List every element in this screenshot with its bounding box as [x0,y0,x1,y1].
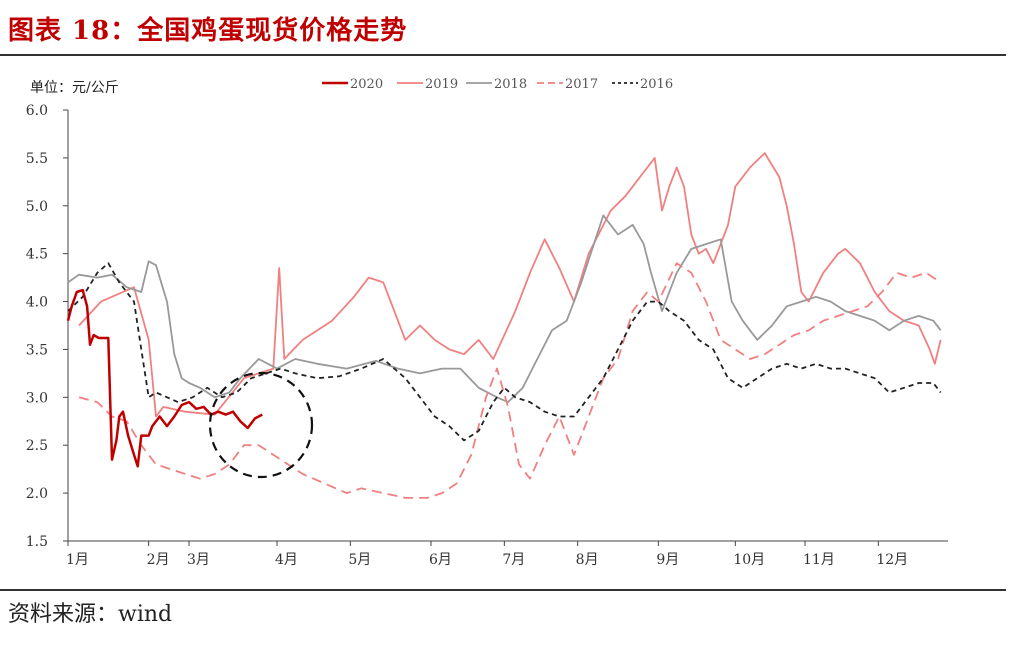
unit-label: 单位：元/公斤 [30,80,119,96]
y-tick-label: 6.0 [26,103,48,119]
x-tick-label: 3月 [187,552,210,568]
y-tick-label: 5.5 [26,151,48,167]
x-tick-label: 9月 [656,552,679,568]
title-divider [0,54,1006,56]
y-tick-label: 2.0 [26,486,48,502]
x-tick-label: 8月 [576,552,599,568]
legend-label-2016: 2016 [640,77,673,92]
x-tick-label: 10月 [733,552,765,568]
y-tick-label: 3.0 [26,390,48,406]
y-tick-label: 3.5 [26,342,48,358]
x-tick-label: 7月 [502,552,525,568]
egg-price-line-chart: 单位：元/公斤 2020 2019 2018 2017 2016 6.0 5.5 5.0 4.… [26,77,948,568]
source-note: 资料来源：wind [8,602,173,627]
series-line-2019 [78,152,942,418]
y-tick-label: 4.0 [26,295,48,311]
legend: 2020 2019 2018 2017 2016 [322,77,673,92]
highlight-circle [208,371,314,479]
legend-label-2018: 2018 [494,77,527,92]
series-lines [66,152,942,499]
y-tick-label: 4.5 [26,247,48,263]
series-line-2017 [78,262,942,499]
source-divider [0,589,1006,591]
x-tick-label: 11月 [803,552,835,568]
y-tick-label: 2.5 [26,438,48,454]
legend-label-2020: 2020 [350,77,383,92]
legend-label-2019: 2019 [425,77,458,92]
x-tick-label: 6月 [429,552,452,568]
series-line-2018 [67,214,942,404]
x-tick-label: 2月 [147,552,170,568]
chart-title: 图表 18：全国鸡蛋现货价格走势 [8,16,408,46]
x-tick-label: 1月 [66,552,89,568]
x-tick-label: 4月 [275,552,298,568]
y-axis: 6.0 5.5 5.0 4.5 4.0 3.5 3.0 2.5 2.0 1.5 [26,103,69,550]
series-line-2020 [66,288,263,468]
legend-label-2017: 2017 [565,77,598,92]
x-tick-label: 5月 [348,552,371,568]
y-tick-label: 1.5 [26,534,48,550]
x-axis: 1月 2月 3月 4月 5月 6月 7月 8月 9月 10月 11月 12月 [66,540,948,568]
x-tick-label: 12月 [876,552,908,568]
y-tick-label: 5.0 [26,199,48,215]
